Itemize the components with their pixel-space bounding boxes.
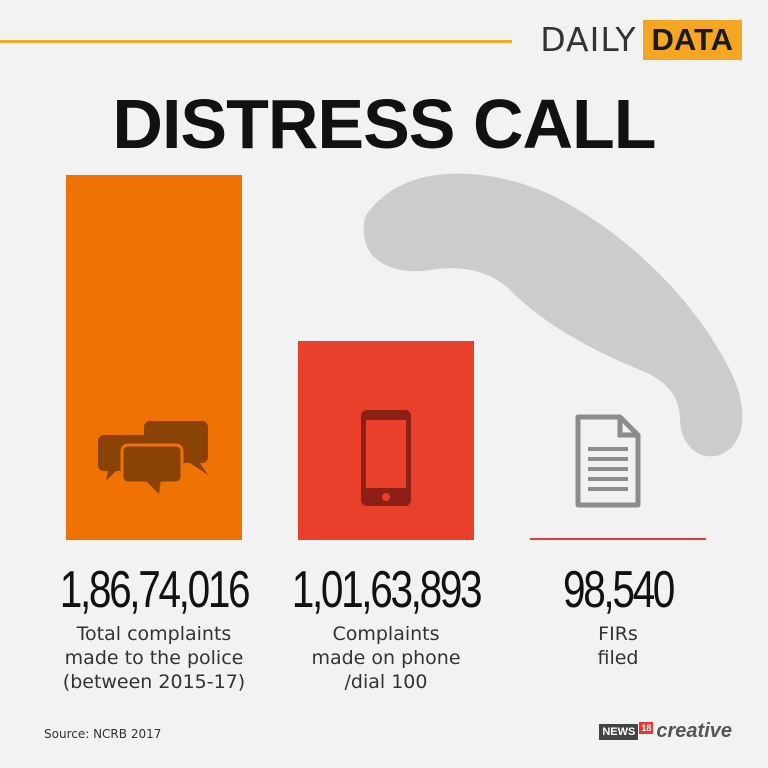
speech-bubbles-icon bbox=[98, 419, 210, 504]
smartphone-icon bbox=[359, 408, 413, 513]
bar-3 bbox=[530, 538, 706, 540]
logo-18: 18 bbox=[639, 721, 654, 734]
value-label-1: 1,86,74,016 bbox=[59, 561, 251, 619]
category-label-2: Complaints made on phone /dial 100 bbox=[311, 623, 461, 693]
header-rule bbox=[0, 40, 512, 43]
chart-title: DISTRESS CALL bbox=[112, 85, 656, 163]
news18-creative-logo: NEWS 18 creative bbox=[599, 720, 732, 743]
logo-news: NEWS bbox=[599, 723, 639, 740]
source-note: Source: NCRB 2017 bbox=[44, 727, 162, 741]
document-icon bbox=[574, 413, 642, 514]
category-label-3: FIRs filed bbox=[597, 623, 639, 669]
category-label-1: Total complaints made to the police (bet… bbox=[62, 623, 246, 693]
value-label-2: 1,01,63,893 bbox=[291, 561, 483, 619]
brand-logo: DAILY DATA bbox=[540, 20, 742, 60]
brand-daily: DAILY bbox=[540, 20, 637, 59]
phone-handset-icon bbox=[363, 173, 743, 457]
value-label-3: 98,540 bbox=[562, 561, 675, 619]
brand-data: DATA bbox=[642, 20, 742, 60]
logo-creative: creative bbox=[656, 720, 732, 742]
